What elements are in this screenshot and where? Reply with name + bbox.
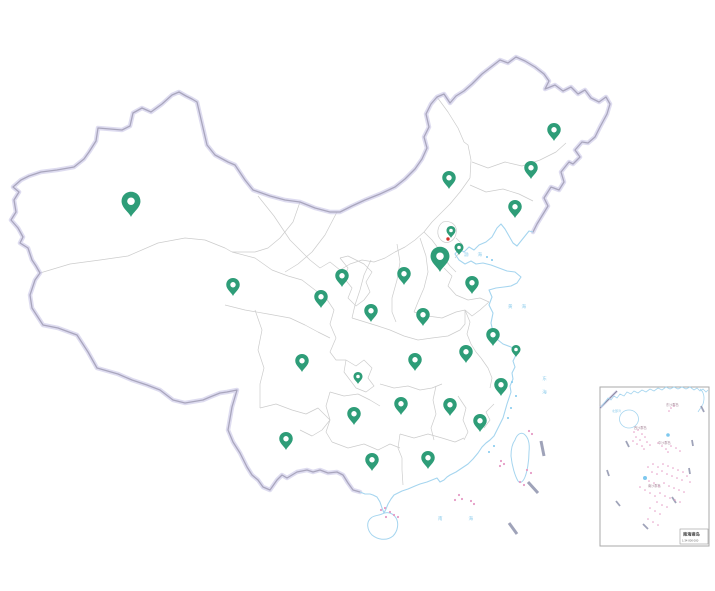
sea-label-huanghai: 黄海 [508,303,535,310]
map-pin-beijing[interactable] [446,226,456,238]
coastline [359,223,534,514]
taiwan-island [510,432,530,483]
map-pin-zhejiang[interactable] [494,378,508,396]
map-pin-shanghai[interactable] [511,345,521,357]
map-pin-xinjiang[interactable] [121,191,141,217]
map-pin-liaoning[interactable] [508,200,522,218]
map-pin-qinghai[interactable] [226,278,240,296]
inset-caption-title: 南海诸岛 [683,531,700,538]
south-china-sea-inset: 北部湾 东沙群岛 西沙群岛 中沙群岛 南沙群岛 南海诸岛 1:34 000 00… [599,386,710,547]
mainland [11,57,610,513]
pins-layer [121,123,561,471]
map-pin-yunnan[interactable] [279,432,293,450]
inset-label-zhongsha: 中沙群岛 [658,440,671,445]
map-pin-jilin[interactable] [524,161,538,179]
capital-marker-dot [446,237,450,241]
map-pin-jiangxi[interactable] [443,398,457,416]
map-pin-shandong[interactable] [465,276,479,294]
map-pin-ningxia[interactable] [335,269,349,287]
sea-label-donghai: 东海 [542,375,548,403]
inset-island-dots [632,405,691,526]
map-pin-fujian[interactable] [473,414,487,432]
inset-label-dongsha: 东沙群岛 [666,402,679,407]
map-pin-gansu[interactable] [314,290,328,308]
map-pin-inner-mongolia[interactable] [442,171,456,189]
inset-label-xisha: 西沙群岛 [634,425,647,430]
map-pin-anhui[interactable] [459,345,473,363]
map-pin-hubei[interactable] [408,353,422,371]
inset-label-beibuwan: 北部湾 [612,408,621,413]
inset-caption-box: 南海诸岛 1:34 000 000 [679,528,709,545]
province-borders [39,96,567,486]
inset-caption-scale: 1:34 000 000 [682,539,699,543]
nine-dash-line [507,440,546,535]
map-pin-hebei[interactable] [430,246,450,272]
map-pin-tianjin[interactable] [454,243,464,255]
map-pin-sichuan[interactable] [295,354,309,372]
hainan-island [367,512,399,540]
map-pin-chongqing[interactable] [353,372,363,384]
map-pin-hunan[interactable] [394,397,408,415]
national-border [8,54,613,495]
sea-label-bohai: 渤海 [464,251,491,258]
map-pin-shanxi[interactable] [397,267,411,285]
sea-label-nanhai: 南海 [438,515,499,522]
island-dots [379,256,534,519]
map-pin-guangxi[interactable] [365,453,379,471]
sea-labels: 渤海 黄海 东海 南海 [438,251,548,522]
map-pin-guangdong[interactable] [421,451,435,469]
map-pin-shaanxi[interactable] [364,304,378,322]
map-pin-henan[interactable] [416,308,430,326]
map-pin-jiangsu[interactable] [486,328,500,346]
inset-frame [599,386,710,547]
map-pin-heilongjiang[interactable] [547,123,561,141]
map-pin-guizhou[interactable] [347,407,361,425]
inset-label-nansha: 南沙群岛 [648,483,661,488]
